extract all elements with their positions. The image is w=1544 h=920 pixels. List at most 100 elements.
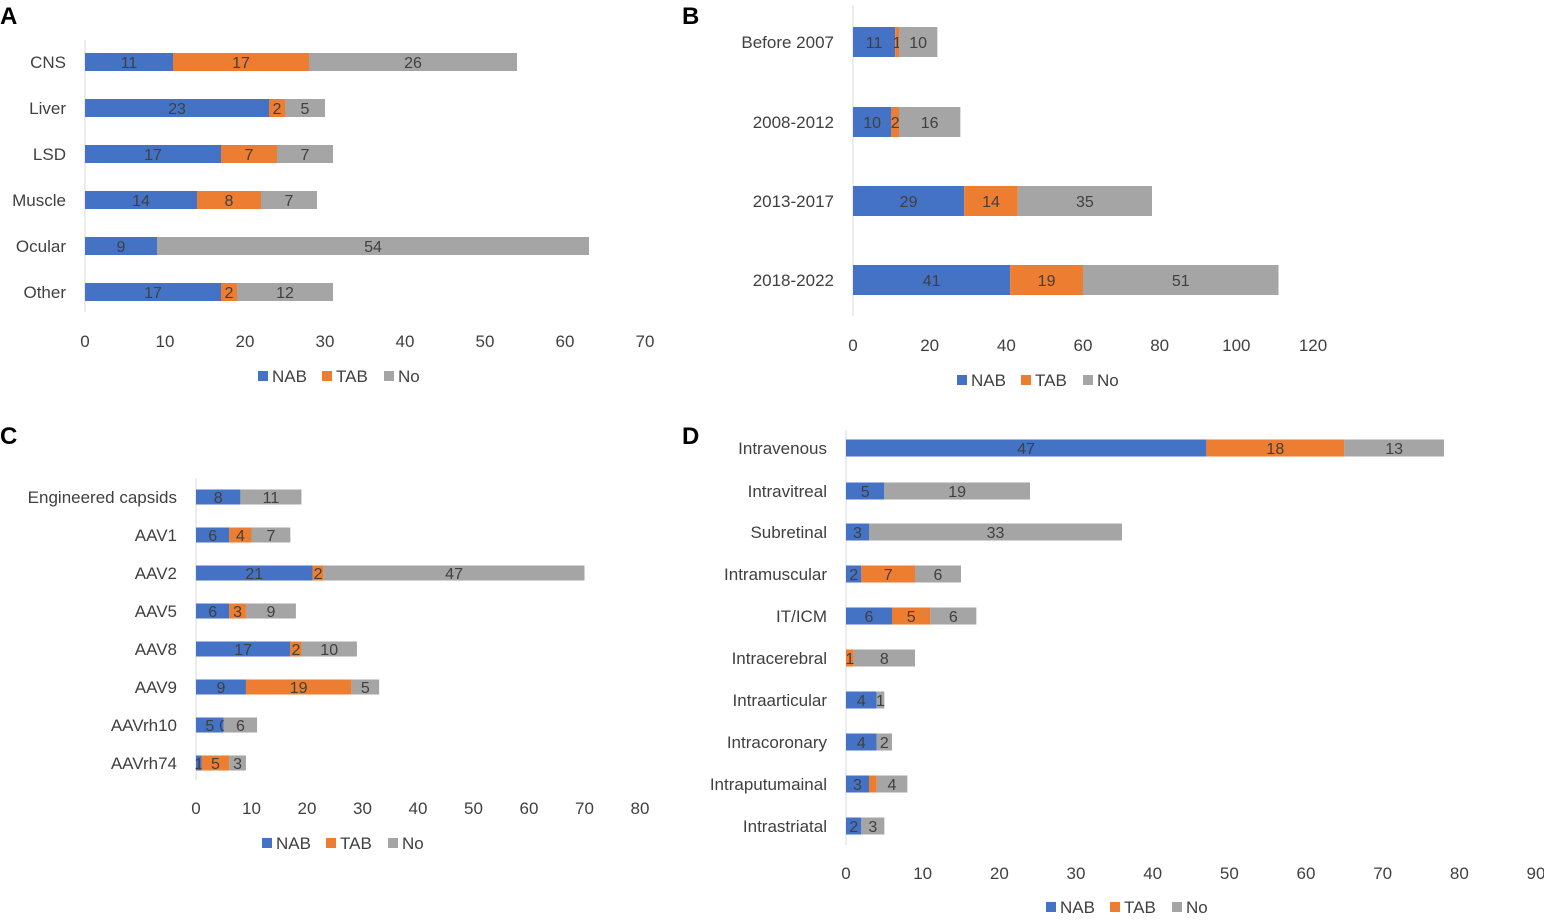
data-label-nab: 9	[217, 680, 226, 697]
data-label-nab: 17	[144, 147, 162, 164]
data-label-nab: 17	[234, 642, 252, 659]
data-label-no: 6	[236, 718, 245, 735]
bar-segment-tab	[229, 527, 252, 543]
data-label-nab: 21	[245, 566, 263, 583]
category-label: LSD	[33, 145, 66, 164]
bar-segment-no	[1083, 265, 1279, 295]
bar-segment-tab	[290, 641, 302, 657]
data-label-nab: 5	[861, 484, 870, 501]
legend-item-no: No	[1172, 898, 1208, 917]
x-tick-label: 40	[396, 332, 415, 351]
data-label-no: 7	[266, 528, 275, 545]
x-tick-label: 20	[298, 799, 317, 818]
x-tick-label: 30	[353, 799, 372, 818]
legend-label: TAB	[1035, 371, 1067, 390]
x-tick-label: 70	[1373, 864, 1392, 883]
x-tick-label: 40	[997, 336, 1016, 355]
category-label: AAV2	[135, 564, 177, 583]
data-label-tab: 1	[845, 651, 854, 668]
x-tick-label: 0	[191, 799, 200, 818]
panel-d-letter: D	[682, 423, 699, 450]
category-label: AAV9	[135, 678, 177, 697]
data-label-no: 12	[276, 285, 294, 302]
bar-segment-no	[876, 733, 892, 751]
x-tick-label: 80	[1150, 336, 1169, 355]
bar-segment-no	[301, 641, 357, 657]
panel-b-letter: B	[682, 3, 699, 30]
category-label: 2008-2012	[753, 113, 834, 132]
bar-segment-nab	[196, 489, 241, 505]
bar-segment-tab	[269, 99, 285, 117]
bar-segment-nab	[85, 283, 221, 301]
bar-segment-nab	[85, 237, 157, 255]
category-label: Intrastriatal	[743, 817, 827, 836]
x-tick-label: 50	[1220, 864, 1239, 883]
legend-item-tab: TAB	[322, 367, 368, 386]
data-label-no: 3	[868, 819, 877, 836]
bar-segment-tab	[891, 107, 899, 137]
legend-swatch	[957, 375, 967, 385]
bar-segment-no	[323, 565, 585, 581]
bar-segment-no	[245, 603, 296, 619]
x-tick-label: 0	[80, 332, 89, 351]
category-label: IT/ICM	[776, 607, 827, 626]
legend-swatch	[1083, 375, 1093, 385]
legend-label: TAB	[340, 834, 372, 853]
bar-segment-no	[876, 775, 908, 793]
legend-swatch	[1021, 375, 1031, 385]
data-label-tab: 5	[907, 609, 916, 626]
x-tick-label: 80	[631, 799, 650, 818]
data-label-tab: 4	[236, 528, 245, 545]
category-label: Intravenous	[738, 439, 827, 458]
x-tick-label: 60	[1074, 336, 1093, 355]
legend-item-no: No	[388, 834, 424, 853]
x-tick-label: 0	[848, 336, 857, 355]
bar-segment-nab	[85, 191, 197, 209]
category-label: 2013-2017	[753, 192, 834, 211]
legend-swatch	[262, 838, 272, 848]
legend-swatch	[384, 371, 394, 381]
data-label-no: 35	[1076, 194, 1094, 211]
data-label-tab: 18	[1266, 441, 1284, 458]
legend-item-tab: TAB	[1021, 371, 1067, 390]
data-label-tab: 14	[982, 194, 1000, 211]
x-tick-label: 120	[1299, 336, 1327, 355]
bar-segment-no	[899, 27, 938, 57]
data-label-tab: 2	[891, 115, 900, 132]
data-label-tab: 1	[893, 35, 902, 52]
bar-segment-no	[277, 145, 333, 163]
bar-segment-no	[351, 679, 380, 695]
data-label-nab: 5	[205, 718, 214, 735]
legend-label: TAB	[336, 367, 368, 386]
bar-segment-no	[899, 107, 961, 137]
data-label-nab: 29	[900, 194, 918, 211]
data-label-nab: 47	[1017, 441, 1035, 458]
data-label-tab: 8	[225, 193, 234, 210]
legend-item-no: No	[1083, 371, 1119, 390]
bar-segment-nab	[853, 107, 892, 137]
x-tick-label: 100	[1222, 336, 1250, 355]
legend-swatch	[258, 371, 268, 381]
bar-segment-nab	[846, 775, 869, 793]
bar-segment-nab	[846, 439, 1207, 457]
data-label-no: 5	[301, 101, 310, 118]
data-label-nab: 10	[863, 115, 881, 132]
data-label-tab: 7	[245, 147, 254, 164]
x-tick-label: 10	[242, 799, 261, 818]
x-tick-label: 60	[1297, 864, 1316, 883]
data-label-no: 7	[285, 193, 294, 210]
legend-swatch	[1046, 902, 1056, 912]
bar-segment-no	[237, 283, 333, 301]
data-label-no: 2	[880, 735, 889, 752]
data-label-tab: 3	[233, 604, 242, 621]
bar-segment-nab	[846, 733, 877, 751]
category-label: Muscle	[12, 191, 66, 210]
data-label-no: 3	[233, 756, 242, 773]
data-label-nab: 2	[849, 567, 858, 584]
category-label: AAV8	[135, 640, 177, 659]
x-tick-label: 50	[476, 332, 495, 351]
legend-swatch	[388, 838, 398, 848]
bar-segment-no	[876, 691, 885, 709]
bar-segment-tab	[245, 679, 352, 695]
bar-segment-no	[853, 649, 915, 667]
